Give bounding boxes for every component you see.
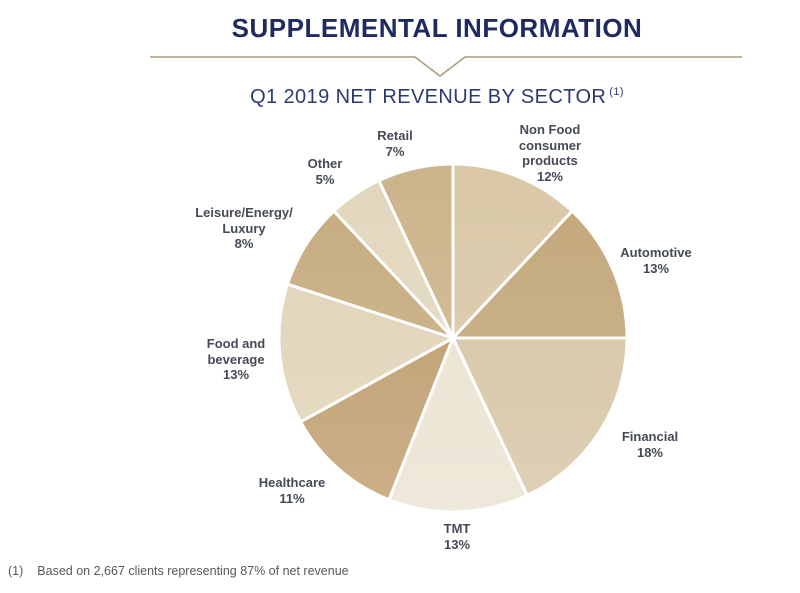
divider-chevron-line: [150, 56, 742, 77]
footnote: (1) Based on 2,667 clients representing 8…: [8, 564, 349, 578]
footnote-reference: (1): [609, 86, 624, 99]
page-title: SUPPLEMENTAL INFORMATION: [231, 13, 643, 43]
footnote-marker: (1): [8, 564, 24, 578]
footnote-text: Based on 2,667 clients representing 87% …: [37, 564, 349, 578]
chevron-down-icon: [150, 56, 742, 77]
chart-title: Q1 2019 NET REVENUE BY SECTOR (1): [250, 86, 624, 109]
pie-gradient-overlay: [279, 164, 627, 512]
chart-title-text: Q1 2019 NET REVENUE BY SECTOR: [250, 86, 607, 108]
